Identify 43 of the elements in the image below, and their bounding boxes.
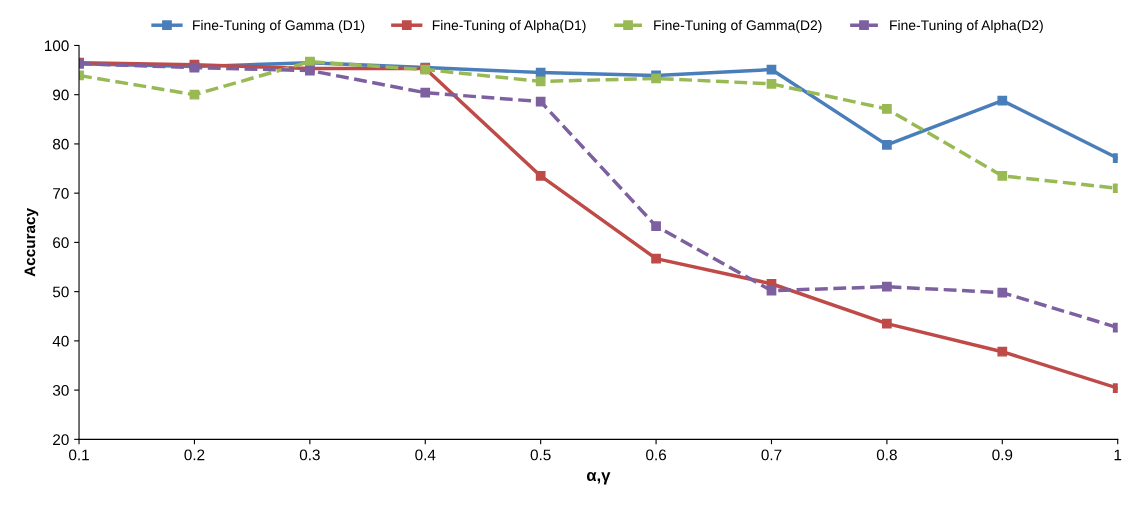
point: [882, 281, 892, 292]
point: [997, 346, 1008, 357]
point: [997, 95, 1008, 106]
point: [766, 285, 777, 296]
point: [651, 221, 661, 232]
point: [766, 78, 777, 89]
x-axis-title: α,γ: [586, 471, 611, 485]
y-tick-label: 100: [44, 40, 69, 52]
y-tick-label: 90: [53, 89, 69, 101]
point: [535, 96, 546, 107]
point: [189, 89, 200, 100]
x-tick-label: 0.4: [415, 449, 436, 461]
point: [651, 253, 661, 264]
x-tick-label: 0.1: [69, 449, 89, 461]
point: [882, 104, 892, 114]
legend-label: Fine-Tuning of Alpha(D2): [890, 20, 1043, 33]
x-tick-label: 0.7: [761, 449, 782, 461]
y-axis-title: Accuracy: [24, 208, 39, 277]
point: [535, 67, 546, 78]
y-tick-label: 20: [53, 434, 69, 446]
point: [420, 87, 431, 98]
y-tick-label: 70: [53, 188, 69, 199]
x-tick-label: 0.2: [184, 449, 205, 461]
point: [882, 140, 892, 150]
point: [535, 171, 546, 181]
y-tick-label: 40: [52, 335, 69, 347]
x-tick-label: 0.6: [646, 449, 667, 461]
point: [535, 76, 546, 87]
x-tick-label: 0.3: [299, 449, 320, 461]
point: [882, 318, 892, 329]
legend-label: Fine-Tuning of Alpha(D1): [432, 20, 586, 33]
x-tick-label: 0.9: [992, 449, 1013, 461]
y-tick-label: 60: [53, 237, 69, 249]
legend-label: Fine-Tuning of Gamma(D2): [654, 20, 822, 33]
x-tick-label: 1: [1114, 449, 1122, 461]
y-tick-label: 30: [52, 384, 69, 396]
point: [997, 171, 1008, 181]
x-tick-label: 0.8: [876, 449, 897, 461]
x-tick-label: 0.5: [530, 449, 551, 461]
point: [997, 287, 1008, 298]
y-tick-label: 50: [52, 286, 69, 298]
y-tick-label: 80: [52, 138, 69, 150]
legend-label: Fine-Tuning of Gamma (D1): [193, 20, 365, 33]
